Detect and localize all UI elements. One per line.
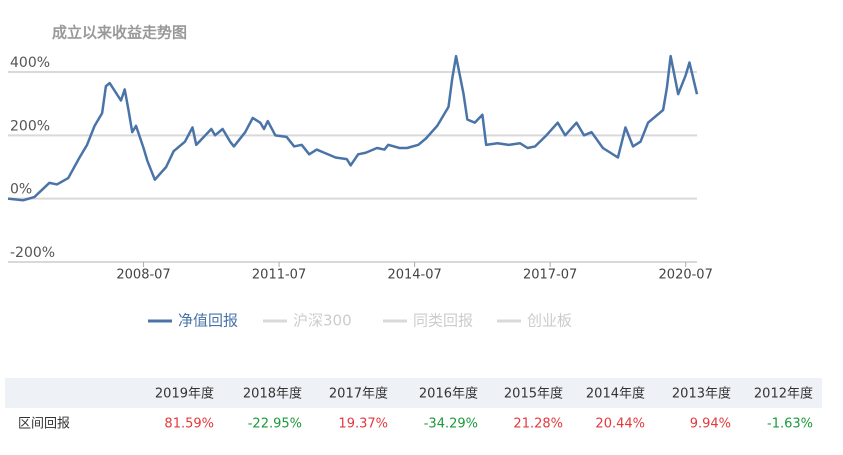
- cell-value: -22.95%: [248, 417, 302, 432]
- y-tick-label: -200%: [10, 245, 55, 261]
- row-label: 区间回报: [18, 417, 70, 432]
- column-header: 2017年度: [329, 386, 388, 402]
- column-header: 2015年度: [504, 386, 563, 402]
- y-tick-label: 400%: [10, 55, 50, 71]
- cell-value: 9.94%: [690, 417, 731, 432]
- column-header: 2014年度: [586, 386, 645, 402]
- legend-label: 同类回报: [413, 312, 473, 330]
- x-tick-label: 2020-07: [659, 268, 713, 283]
- cell-value: 20.44%: [595, 417, 645, 432]
- y-tick-label: 200%: [10, 118, 50, 134]
- column-header: 2012年度: [754, 386, 813, 402]
- y-tick-label: 0%: [10, 182, 32, 198]
- legend-label: 创业板: [527, 312, 572, 330]
- column-header: 2013年度: [672, 386, 731, 402]
- column-header: 2016年度: [419, 386, 478, 402]
- column-header: 2018年度: [243, 386, 302, 402]
- cell-value: 19.37%: [338, 417, 388, 432]
- table-header-bg: [5, 378, 822, 408]
- cell-value: -34.29%: [424, 417, 478, 432]
- legend-label: 净值回报: [178, 312, 238, 330]
- x-tick-label: 2017-07: [523, 268, 577, 283]
- column-header: 2019年度: [155, 386, 214, 402]
- series-line: [7, 54, 699, 202]
- cell-value: 81.59%: [164, 417, 214, 432]
- cell-value: 21.28%: [513, 417, 563, 432]
- x-tick-label: 2014-07: [387, 268, 441, 283]
- x-tick-label: 2008-07: [116, 268, 170, 283]
- chart-title: 成立以来收益走势图: [52, 24, 187, 42]
- x-tick-label: 2011-07: [252, 268, 306, 283]
- legend-label: 沪深300: [293, 312, 352, 330]
- cell-value: -1.63%: [767, 417, 813, 432]
